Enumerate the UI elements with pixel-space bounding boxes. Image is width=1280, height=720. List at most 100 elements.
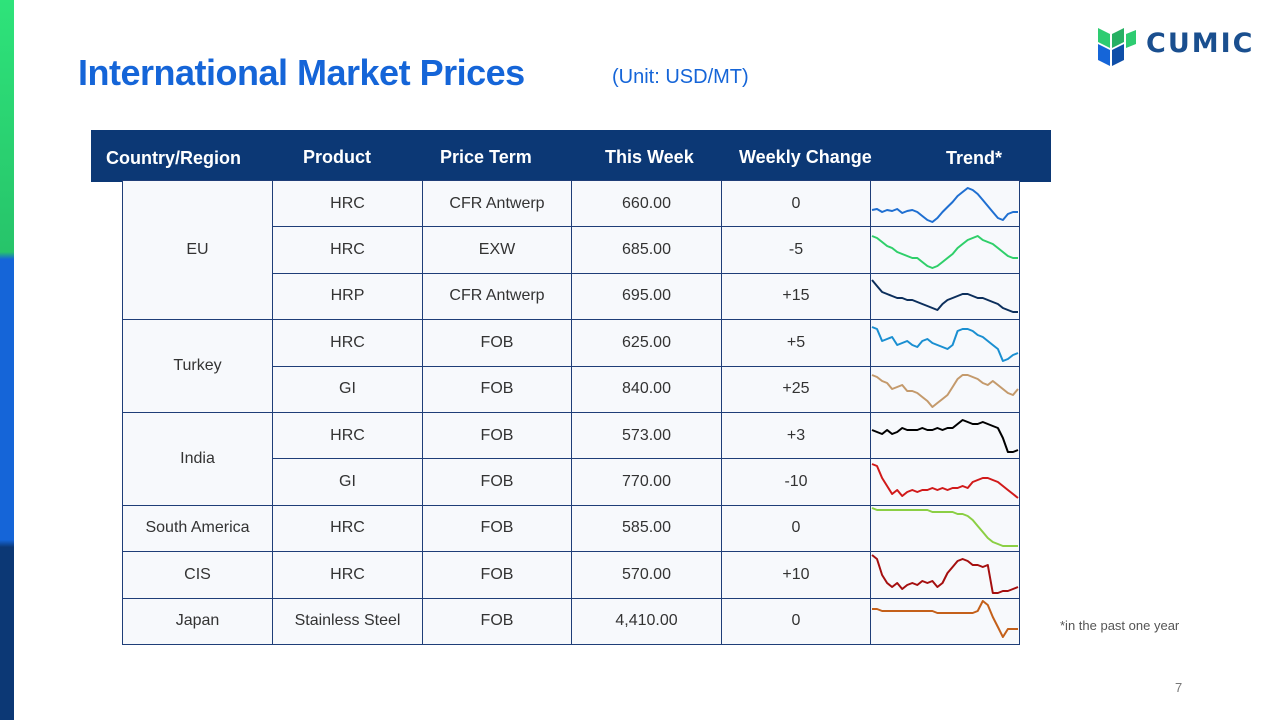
country-cell: Japan — [122, 597, 273, 645]
product-cell: GI — [272, 365, 423, 413]
product-cell: HRC — [272, 551, 423, 599]
country-cell: India — [122, 411, 273, 506]
trend-line — [871, 554, 1019, 594]
weekly-change-cell: +3 — [721, 411, 871, 460]
trend-sparkline — [872, 600, 1018, 639]
price-term-cell: CFR Antwerp — [422, 272, 572, 321]
trend-line — [871, 418, 1019, 453]
product-cell: HRC — [272, 411, 423, 460]
header-price-term: Price Term — [440, 147, 532, 167]
product-cell: HRP — [272, 272, 423, 321]
weekly-change-cell: 0 — [721, 597, 871, 645]
trend-cell — [870, 411, 1020, 460]
table-row: GI FOB 770.00 -10 — [123, 458, 1020, 506]
country-cell: South America — [122, 504, 273, 553]
trend-cell — [870, 504, 1020, 553]
weekly-change-cell: 0 — [721, 504, 871, 553]
trend-cell — [870, 551, 1020, 599]
trend-cell — [870, 272, 1020, 321]
price-term-cell: FOB — [422, 597, 572, 645]
weekly-change-cell: -5 — [721, 226, 871, 274]
product-cell: HRC — [272, 179, 423, 228]
trend-sparkline — [871, 554, 1019, 594]
price-cell: 625.00 — [571, 319, 722, 367]
country-cell: EU — [122, 179, 273, 321]
left-accent-stripe — [0, 0, 14, 720]
table-row: HRC EXW 685.00 -5 — [123, 226, 1020, 274]
logo-text: CUMIC — [1146, 28, 1255, 59]
table-row: CIS HRC FOB 570.00 +10 — [122, 551, 1020, 599]
price-cell: 840.00 — [571, 365, 722, 413]
price-term-cell: FOB — [422, 458, 572, 506]
weekly-change-cell: -10 — [721, 458, 871, 506]
price-term-cell: EXW — [422, 226, 572, 274]
weekly-change-cell: +10 — [721, 551, 871, 599]
weekly-change-cell: +15 — [721, 272, 871, 321]
page-number: 7 — [1175, 680, 1183, 695]
weekly-change-cell: +25 — [721, 365, 871, 413]
trend-sparkline — [871, 418, 1019, 453]
price-cell: 4,410.00 — [571, 597, 722, 645]
unit-label: (Unit: USD/MT) — [612, 66, 749, 88]
table-row: EU HRC CFR Antwerp 660.00 0 — [122, 179, 1020, 321]
trend-line — [871, 186, 1018, 223]
price-term-cell: FOB — [422, 319, 572, 367]
price-term-cell: FOB — [422, 504, 572, 553]
price-cell: 585.00 — [571, 504, 722, 553]
header-country: Country/Region — [106, 148, 241, 168]
table-row: GI FOB 840.00 +25 — [123, 365, 1020, 413]
trend-sparkline — [871, 374, 1019, 409]
price-cell: 570.00 — [571, 551, 722, 599]
trend-cell — [870, 319, 1020, 367]
product-cell: HRC — [272, 226, 423, 274]
trend-sparkline — [871, 279, 1018, 314]
price-cell: 573.00 — [571, 411, 722, 460]
trend-sparkline — [871, 463, 1019, 499]
country-cell: Turkey — [122, 319, 273, 413]
product-cell: HRC — [272, 319, 423, 367]
trend-line — [872, 600, 1018, 639]
trend-line — [871, 374, 1019, 409]
trend-line — [871, 235, 1018, 270]
price-cell: 770.00 — [571, 458, 722, 506]
header-trend: Trend* — [946, 148, 1003, 168]
country-cell: CIS — [122, 551, 273, 599]
page-title: International Market Prices — [78, 52, 525, 93]
price-cell: 685.00 — [571, 226, 722, 274]
trend-sparkline — [871, 235, 1018, 270]
table-row: Japan Stainless Steel FOB 4,410.00 0 — [122, 597, 1020, 645]
trend-cell — [870, 365, 1020, 413]
trend-sparkline — [871, 325, 1019, 362]
trend-sparkline — [871, 507, 1018, 548]
product-cell: Stainless Steel — [272, 597, 423, 645]
weekly-change-cell: 0 — [721, 179, 871, 228]
price-cell: 660.00 — [571, 179, 722, 228]
trend-footnote: *in the past one year — [1060, 618, 1180, 633]
cumic-logo-icon — [1098, 28, 1136, 66]
trend-sparkline — [871, 186, 1018, 223]
price-term-cell: CFR Antwerp — [422, 179, 572, 228]
product-cell: HRC — [272, 504, 423, 553]
cumic-logo: CUMIC — [1096, 20, 1256, 70]
product-cell: GI — [272, 458, 423, 506]
trend-line — [871, 325, 1019, 362]
table-row: Turkey HRC FOB 625.00 +5 — [122, 319, 1020, 413]
trend-line — [871, 507, 1018, 548]
table-row: South America HRC FOB 585.00 0 — [122, 504, 1020, 553]
price-term-cell: FOB — [422, 365, 572, 413]
header-this-week: This Week — [605, 147, 694, 167]
price-cell: 695.00 — [571, 272, 722, 321]
table-row: HRP CFR Antwerp 695.00 +15 — [123, 272, 1020, 321]
trend-cell — [870, 226, 1020, 274]
header-product: Product — [303, 147, 372, 167]
trend-line — [871, 463, 1019, 499]
table-header-bar: Country/Region Product Price Term This W… — [91, 130, 1051, 182]
price-term-cell: FOB — [422, 551, 572, 599]
trend-cell — [870, 597, 1020, 645]
table-row: India HRC FOB 573.00 +3 — [122, 411, 1020, 506]
price-term-cell: FOB — [422, 411, 572, 460]
header-weekly-change: Weekly Change — [739, 147, 872, 167]
trend-cell — [870, 179, 1020, 228]
weekly-change-cell: +5 — [721, 319, 871, 367]
trend-cell — [870, 458, 1020, 506]
